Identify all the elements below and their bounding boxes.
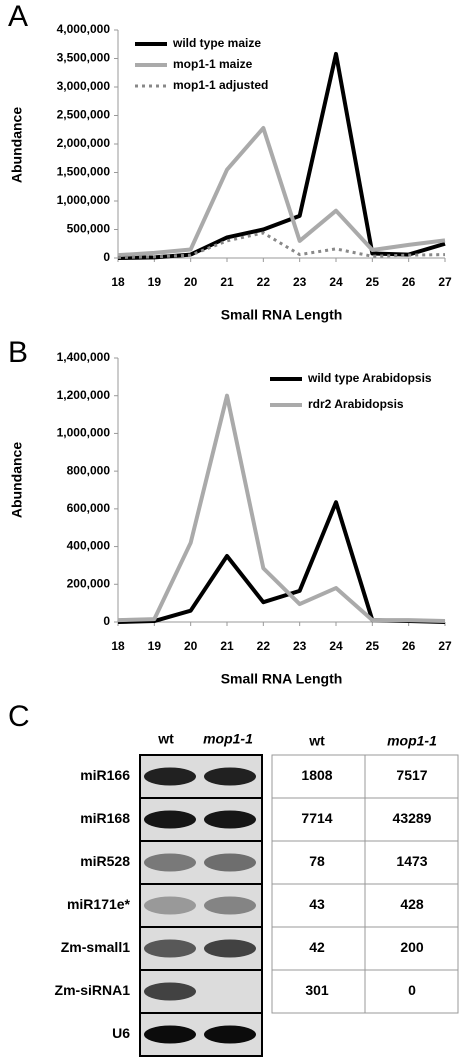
x-tick-label: 19 (148, 639, 162, 653)
y-tick-label: 600,000 (67, 501, 111, 515)
table-cell: 43 (309, 896, 325, 912)
table-cell: 0 (408, 982, 416, 998)
table-cell: 428 (400, 896, 424, 912)
x-tick-label: 21 (220, 639, 234, 653)
series-line (117, 51, 446, 260)
row-label: Zm-small1 (61, 939, 130, 955)
x-tick-label: 26 (402, 275, 416, 289)
series-line (117, 231, 446, 259)
table-cell: 1473 (396, 853, 427, 869)
y-tick-label: 1,500,000 (57, 165, 111, 179)
x-tick-label: 20 (184, 639, 198, 653)
y-tick-label: 1,400,000 (57, 350, 111, 364)
x-tick-label: 26 (402, 639, 416, 653)
x-tick-label: 22 (257, 275, 271, 289)
x-tick-label: 27 (438, 275, 452, 289)
y-tick-label: 400,000 (67, 539, 111, 553)
table-cell: 301 (305, 982, 329, 998)
x-tick-label: 18 (111, 639, 125, 653)
table-cell: 7714 (301, 810, 332, 826)
x-axis-title: Small RNA Length (221, 307, 343, 323)
blot-band (144, 767, 196, 786)
blot-band (204, 939, 256, 958)
y-tick-label: 800,000 (67, 463, 111, 477)
table-cell: 43289 (393, 810, 432, 826)
row-label: miR528 (80, 853, 130, 869)
row-label: U6 (112, 1025, 130, 1041)
y-tick-label: 2,500,000 (57, 108, 111, 122)
table-cell: 78 (309, 853, 325, 869)
table-header: mop1-1 (387, 733, 437, 749)
table-cell: 7517 (396, 767, 427, 783)
blot-band (204, 767, 256, 786)
lane-label: wt (157, 731, 174, 747)
y-axis-title: Abundance (9, 107, 25, 183)
series-line (117, 393, 446, 624)
x-axis-title: Small RNA Length (221, 671, 343, 687)
blot-band (204, 853, 256, 872)
x-tick-label: 25 (366, 275, 380, 289)
series-line (117, 126, 446, 258)
blot-band (144, 982, 196, 1001)
row-label: miR166 (80, 767, 130, 783)
y-tick-label: 200,000 (67, 576, 111, 590)
y-tick-label: 0 (103, 614, 110, 628)
table-cell: 200 (400, 939, 424, 955)
x-tick-label: 18 (111, 275, 125, 289)
x-tick-label: 25 (366, 639, 380, 653)
x-tick-label: 20 (184, 275, 198, 289)
legend-label: wild type Arabidopsis (307, 371, 432, 385)
panel-label: A (8, 0, 28, 33)
x-tick-label: 23 (293, 639, 307, 653)
x-tick-label: 19 (148, 275, 162, 289)
y-tick-label: 3,500,000 (57, 51, 111, 65)
y-tick-label: 1,000,000 (57, 426, 111, 440)
x-tick-label: 24 (329, 275, 343, 289)
row-label: miR168 (80, 810, 130, 826)
blot-band (204, 896, 256, 915)
table-header: wt (308, 733, 325, 749)
y-tick-label: 4,000,000 (57, 22, 111, 36)
y-tick-label: 3,000,000 (57, 79, 111, 93)
y-axis-title: Abundance (9, 442, 25, 518)
lane-label: mop1-1 (203, 731, 253, 747)
x-tick-label: 23 (293, 275, 307, 289)
series-line (117, 500, 446, 624)
legend-label: wild type maize (172, 36, 261, 50)
blot-band (144, 853, 196, 872)
blot-band (144, 1025, 196, 1044)
blot-strip (139, 883, 263, 928)
x-tick-label: 27 (438, 639, 452, 653)
blot-band (144, 939, 196, 958)
x-tick-label: 22 (257, 639, 271, 653)
legend-label: rdr2 Arabidopsis (308, 397, 404, 411)
y-tick-label: 500,000 (67, 222, 111, 236)
panel-label: C (8, 700, 30, 733)
y-tick-label: 1,000,000 (57, 193, 111, 207)
panel-label: B (8, 336, 28, 369)
table-cell: 42 (309, 939, 325, 955)
row-label: Zm-siRNA1 (55, 982, 131, 998)
y-tick-label: 0 (103, 250, 110, 264)
y-tick-label: 2,000,000 (57, 136, 111, 150)
blot-band (144, 810, 196, 829)
row-label: miR171e* (67, 896, 131, 912)
blot-band (204, 1025, 256, 1044)
x-tick-label: 24 (329, 639, 343, 653)
x-tick-label: 21 (220, 275, 234, 289)
blot-band (204, 810, 256, 829)
y-tick-label: 1,200,000 (57, 388, 111, 402)
blot-band (144, 896, 196, 915)
legend-label: mop1-1 maize (173, 57, 253, 71)
legend-label: mop1-1 adjusted (173, 78, 268, 92)
table-cell: 1808 (301, 767, 332, 783)
